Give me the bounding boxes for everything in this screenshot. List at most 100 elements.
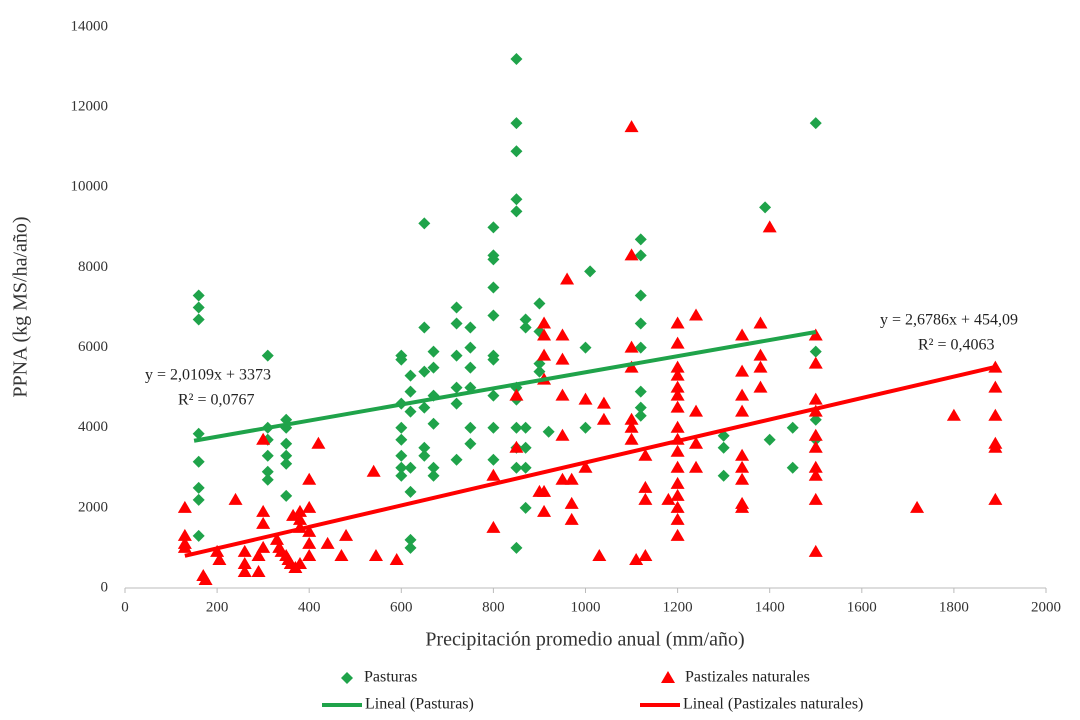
point	[670, 460, 685, 473]
point	[418, 449, 431, 462]
point	[670, 500, 685, 513]
point	[256, 516, 271, 529]
point	[192, 481, 205, 494]
point	[302, 500, 317, 513]
point	[510, 205, 523, 218]
x-tick-label: 1400	[755, 599, 785, 615]
point	[560, 272, 575, 285]
point	[302, 548, 317, 561]
point	[427, 345, 440, 358]
point	[634, 317, 647, 330]
point	[256, 540, 271, 553]
point	[334, 548, 349, 561]
y-tick-label: 12000	[71, 99, 109, 115]
point	[735, 448, 750, 461]
point	[519, 461, 532, 474]
x-tick-label: 1200	[663, 599, 693, 615]
annotation: R² = 0,0767	[178, 392, 255, 409]
point	[487, 281, 500, 294]
point	[510, 421, 523, 434]
point	[762, 220, 777, 233]
x-tick-label: 200	[206, 599, 229, 615]
point	[537, 484, 552, 497]
x-tick-label: 1800	[939, 599, 969, 615]
point	[624, 420, 639, 433]
point	[809, 413, 822, 426]
point	[808, 328, 823, 341]
point	[280, 489, 293, 502]
point	[670, 512, 685, 525]
point	[450, 301, 463, 314]
point	[735, 472, 750, 485]
point	[198, 572, 213, 585]
point	[624, 120, 639, 133]
point	[269, 532, 284, 545]
point	[763, 433, 776, 446]
point	[251, 548, 266, 561]
point	[519, 321, 532, 334]
legend-label: Pastizales naturales	[685, 669, 810, 686]
point	[256, 432, 271, 445]
point	[450, 453, 463, 466]
point	[786, 461, 799, 474]
point	[418, 441, 431, 454]
legend-swatch	[341, 672, 353, 684]
point	[256, 504, 271, 517]
point	[717, 469, 730, 482]
point	[237, 544, 252, 557]
point	[286, 508, 301, 521]
point	[404, 369, 417, 382]
point	[192, 301, 205, 314]
point	[634, 401, 647, 414]
point	[753, 380, 768, 393]
point	[555, 328, 570, 341]
y-tick-label: 10000	[71, 179, 109, 195]
point	[579, 421, 592, 434]
x-tick-label: 2000	[1031, 599, 1061, 615]
y-tick-label: 4000	[78, 419, 108, 435]
point	[261, 349, 274, 362]
point	[533, 297, 546, 310]
point	[292, 512, 307, 525]
point	[212, 552, 227, 565]
point	[519, 421, 532, 434]
y-tick-label: 6000	[78, 339, 108, 355]
x-tick-label: 800	[482, 599, 505, 615]
point	[584, 265, 597, 278]
point	[302, 536, 317, 549]
point	[988, 380, 1003, 393]
point	[689, 404, 704, 417]
point	[759, 201, 772, 214]
point	[661, 492, 676, 505]
y-tick-label: 8000	[78, 259, 108, 275]
point	[192, 529, 205, 542]
point	[624, 432, 639, 445]
point	[192, 313, 205, 326]
point	[280, 457, 293, 470]
point	[670, 316, 685, 329]
point	[808, 428, 823, 441]
point	[670, 400, 685, 413]
point	[510, 461, 523, 474]
point	[418, 321, 431, 334]
point	[519, 501, 532, 514]
point	[808, 492, 823, 505]
point	[404, 405, 417, 418]
point	[404, 461, 417, 474]
point	[638, 480, 653, 493]
point	[537, 504, 552, 517]
point	[624, 360, 639, 373]
point	[555, 352, 570, 365]
point	[753, 348, 768, 361]
point	[564, 472, 579, 485]
point	[450, 381, 463, 394]
point	[395, 421, 408, 434]
point	[177, 500, 192, 513]
point	[670, 360, 685, 373]
point	[910, 500, 925, 513]
point	[237, 556, 252, 569]
annotation: y = 2,0109x + 3373	[145, 367, 271, 384]
point	[487, 453, 500, 466]
point	[670, 388, 685, 401]
